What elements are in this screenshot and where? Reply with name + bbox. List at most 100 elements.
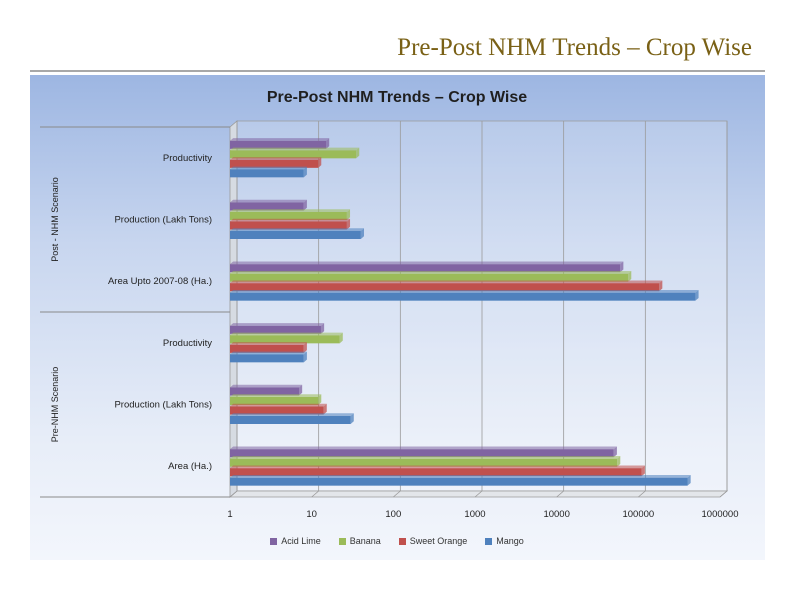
legend-swatch [398,537,406,545]
bar-end-face [303,351,307,363]
bar-top-face [230,394,322,397]
bar-top-face [230,147,360,151]
bar-acid-lime [230,264,621,273]
x-tick-label: 1000 [464,509,485,520]
bar-end-face [346,209,351,220]
bar-top-face [230,403,327,407]
bar-end-face [641,465,645,477]
bar-end-face [620,261,624,273]
bar-top-face [230,157,322,160]
bar-banana [230,212,347,220]
gridline-floor [474,490,483,498]
bar-end-face [613,446,617,458]
legend-label: Sweet Orange [409,536,468,546]
legend-label: Mango [496,536,524,546]
bar-top-face [230,166,307,170]
bar-end-face [346,218,351,230]
bar-top-face [230,228,364,231]
bar-top-face [230,280,663,284]
gridline-floor [556,490,564,498]
category-label: Productivity [163,153,212,164]
bar-acid-lime [230,202,304,211]
bar-mango [230,231,361,239]
x-tick-label: 10 [306,509,317,520]
group-label: Post - NHM Scenario [50,177,60,262]
bar-top-face [230,384,303,388]
x-tick-label: 100 [385,509,401,520]
bar-sweet-orange [230,344,304,353]
bar-end-face [303,342,307,353]
bar-top-face [230,413,354,416]
bar-top-face [230,342,307,345]
bar-sweet-orange [230,468,642,477]
legend-item: Banana [338,536,381,546]
gridline-floor [719,490,728,498]
bar-end-face [303,199,307,211]
slide-title: Pre-Post NHM Trends – Crop Wise [397,34,752,61]
x-tick-label: 100000 [622,509,654,520]
bar-sweet-orange [230,221,347,230]
bar-mango [230,292,696,301]
bar-end-face [320,323,325,334]
bar-top-face [230,270,632,274]
legend-swatch [338,537,346,545]
bar-banana [230,150,357,159]
category-label: Production (Lakh Tons) [114,215,212,226]
category-label: Area (Ha.) [168,461,212,472]
x-tick-label: 10000 [543,509,569,520]
bar-sweet-orange [230,159,319,168]
bar-top-face [230,351,307,355]
chart-title: Pre-Post NHM Trends – Crop Wise [267,89,527,106]
legend-swatch [270,537,278,545]
legend-label: Acid Lime [281,536,321,546]
bar-end-face [628,270,632,282]
bar-banana [230,273,629,282]
bar-end-face [318,394,322,405]
category-label: Productivity [163,338,212,349]
bar-end-face [350,413,354,424]
bar-end-face [303,166,307,178]
bar-end-face [617,455,621,467]
bar-end-face [318,157,322,168]
legend-item: Acid Lime [270,536,321,546]
bar-mango [230,169,304,178]
bar-end-face [695,289,699,301]
category-label: Production (Lakh Tons) [114,400,212,411]
bar-top-face [230,261,624,265]
bar-end-face [323,403,327,415]
gridline-floor [393,490,401,498]
bar-acid-lime [230,140,327,149]
bar-top-face [230,199,307,203]
bar-banana [230,458,618,467]
bar-acid-lime [230,387,300,396]
bar-top-face [230,455,621,459]
bar-acid-lime [230,449,614,458]
bar-end-face [687,474,691,486]
bar-end-face [360,228,364,239]
bar-top-face [230,138,330,141]
bar-sweet-orange [230,406,324,415]
bar-top-face [230,332,343,336]
chart-legend: Acid Lime Banana Sweet Orange Mango [0,536,794,546]
bar-top-face [230,446,617,450]
plot-side-wall [229,120,238,498]
bar-chart: Pre-Post NHM Trends – Crop Wise 1 10 100 100… [40,89,738,520]
title-divider [30,70,765,72]
bar-end-face [326,138,330,149]
legend-item: Sweet Orange [398,536,468,546]
bar-mango [230,354,304,363]
legend-label: Banana [349,536,381,546]
bar-top-face [230,474,691,478]
bar-mango [230,416,351,424]
bar-banana [230,397,319,405]
bar-acid-lime [230,325,321,334]
bar-top-face [230,465,645,469]
bar-end-face [299,384,303,396]
gridline-floor [638,490,646,498]
legend-item: Mango [485,536,524,546]
bar-end-face [659,280,663,292]
group-label: Pre-NHM Scenario [50,367,60,443]
bar-top-face [230,323,325,326]
gridline-floor [311,490,319,498]
x-tick-label: 1 [227,509,232,520]
